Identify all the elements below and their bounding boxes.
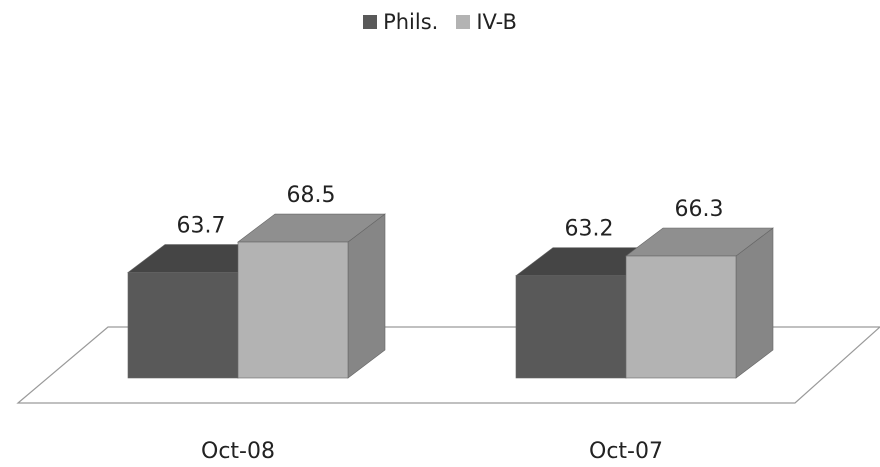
bar-front (127, 272, 239, 379)
bar-front (515, 275, 627, 379)
bar-front (237, 241, 349, 379)
chart-floor (16, 326, 880, 404)
legend-item-phils: Phils. (363, 10, 438, 34)
legend-swatch-phils (363, 15, 378, 29)
bar-front (625, 255, 737, 379)
legend-swatch-ivb (456, 15, 471, 29)
data-label: 63.7 (177, 214, 226, 239)
chart-legend: Phils. IV-B (0, 10, 880, 34)
legend-item-ivb: IV-B (456, 10, 517, 34)
legend-label-phils: Phils. (383, 10, 439, 34)
legend-label-ivb: IV-B (476, 10, 517, 34)
category-label: Oct-07 (589, 439, 663, 464)
bar-ivb-oct-08 (237, 213, 386, 379)
category-label: Oct-08 (201, 439, 275, 464)
bar-side (347, 213, 386, 379)
data-label: 63.2 (565, 217, 614, 242)
data-label: 66.3 (675, 197, 724, 222)
bar-ivb-oct-07 (625, 227, 774, 379)
data-label: 68.5 (287, 183, 336, 208)
